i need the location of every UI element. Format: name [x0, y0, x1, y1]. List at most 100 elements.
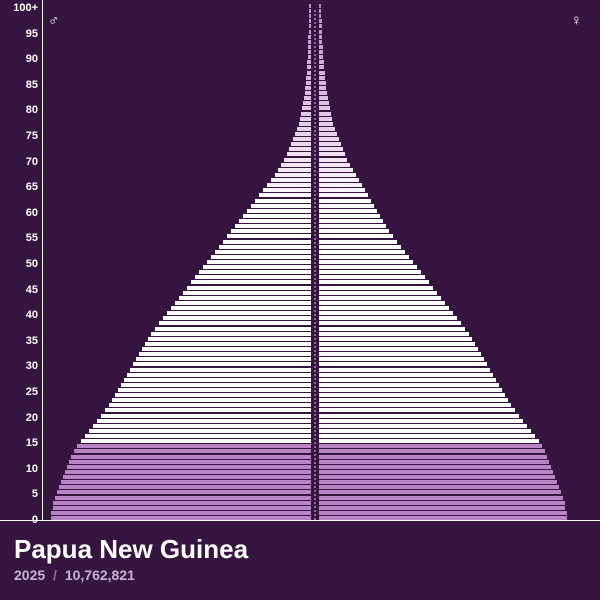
y-tick: 55 [26, 232, 38, 244]
female-bar [319, 465, 551, 469]
overlay-bar [309, 30, 311, 34]
female-bar [319, 429, 531, 433]
chart-meta: 2025 / 10,762,821 [14, 567, 248, 583]
bars-container [42, 8, 588, 520]
overlay-bar [271, 178, 311, 182]
y-tick: 75 [26, 130, 38, 142]
y-tick: 40 [26, 309, 38, 321]
overlay-bar [307, 71, 311, 75]
male-bar [191, 280, 311, 284]
female-bar [319, 470, 553, 474]
overlay-bar [319, 147, 343, 151]
female-bar [319, 373, 493, 377]
y-tick: 15 [26, 437, 38, 449]
female-bar [319, 511, 567, 515]
overlay-bar [319, 127, 335, 131]
overlay-bar [307, 65, 311, 69]
overlay-bar [319, 14, 321, 18]
female-bar [319, 424, 527, 428]
male-bar [239, 219, 311, 223]
female-bar [319, 260, 413, 264]
female-bar [319, 301, 445, 305]
female-bar [319, 245, 401, 249]
overlay-bar [319, 30, 322, 34]
female-bar [319, 449, 545, 453]
female-bar [319, 209, 377, 213]
female-bar [319, 506, 565, 510]
male-bar [85, 434, 311, 438]
female-bar [319, 455, 547, 459]
male-bar [59, 485, 311, 489]
y-tick: 100+ [13, 2, 38, 14]
male-bar [127, 373, 311, 377]
overlay-bar [319, 24, 322, 28]
male-bar [112, 398, 311, 402]
male-bar [65, 470, 311, 474]
overlay-bar [293, 137, 311, 141]
female-bar [319, 337, 472, 341]
male-bar [175, 301, 311, 305]
overlay-bar [302, 106, 311, 110]
overlay-bar [319, 132, 337, 136]
population-pyramid-chart: 0510152025303540455055606570758085909510… [0, 0, 600, 600]
overlay-bar [306, 76, 311, 80]
female-bar [319, 342, 475, 346]
male-bar [63, 475, 311, 479]
overlay-bar [309, 14, 311, 18]
male-bar [227, 234, 311, 238]
male-bar [195, 275, 311, 279]
female-bar [319, 444, 542, 448]
male-bar [251, 204, 311, 208]
female-bar [319, 296, 441, 300]
female-bar [319, 419, 523, 423]
male-bar [219, 245, 311, 249]
male-bar [247, 209, 311, 213]
overlay-bar [319, 45, 323, 49]
overlay-bar [304, 96, 311, 100]
male-bar [101, 414, 311, 418]
male-bar [81, 439, 311, 443]
male-bar [77, 444, 311, 448]
male-bar [235, 224, 311, 228]
female-bar [319, 250, 405, 254]
male-bar [53, 506, 311, 510]
overlay-bar [319, 188, 365, 192]
overlay-bar [307, 60, 311, 64]
male-bar [118, 388, 311, 392]
female-bar [319, 327, 465, 331]
overlay-bar [319, 35, 322, 39]
female-bar [319, 316, 457, 320]
female-bar [319, 439, 539, 443]
x-axis-line [0, 520, 600, 521]
male-bar [115, 393, 311, 397]
male-bar [57, 490, 311, 494]
overlay-bar [305, 91, 311, 95]
male-bar [142, 347, 311, 351]
female-bar [319, 219, 383, 223]
male-bar [97, 419, 311, 423]
female-bar [319, 229, 389, 233]
male-bar [121, 383, 311, 387]
country-name: Papua New Guinea [14, 534, 248, 565]
overlay-bar [319, 65, 324, 69]
overlay-bar [299, 122, 311, 126]
female-bar [319, 311, 453, 315]
y-tick: 85 [26, 79, 38, 91]
overlay-bar [319, 101, 329, 105]
female-bar [319, 255, 409, 259]
overlay-bar [278, 168, 311, 172]
male-bar [74, 449, 311, 453]
female-bar [319, 414, 519, 418]
female-bar [319, 383, 499, 387]
y-tick: 50 [26, 258, 38, 270]
female-bar [319, 496, 563, 500]
female-bar [319, 388, 502, 392]
overlay-bar [301, 112, 311, 116]
overlay-bar [319, 173, 356, 177]
overlay-bar [319, 19, 322, 23]
female-bar [319, 204, 374, 208]
male-bar [255, 199, 311, 203]
overlay-bar [259, 193, 311, 197]
male-bar [159, 321, 311, 325]
male-bar [133, 362, 311, 366]
